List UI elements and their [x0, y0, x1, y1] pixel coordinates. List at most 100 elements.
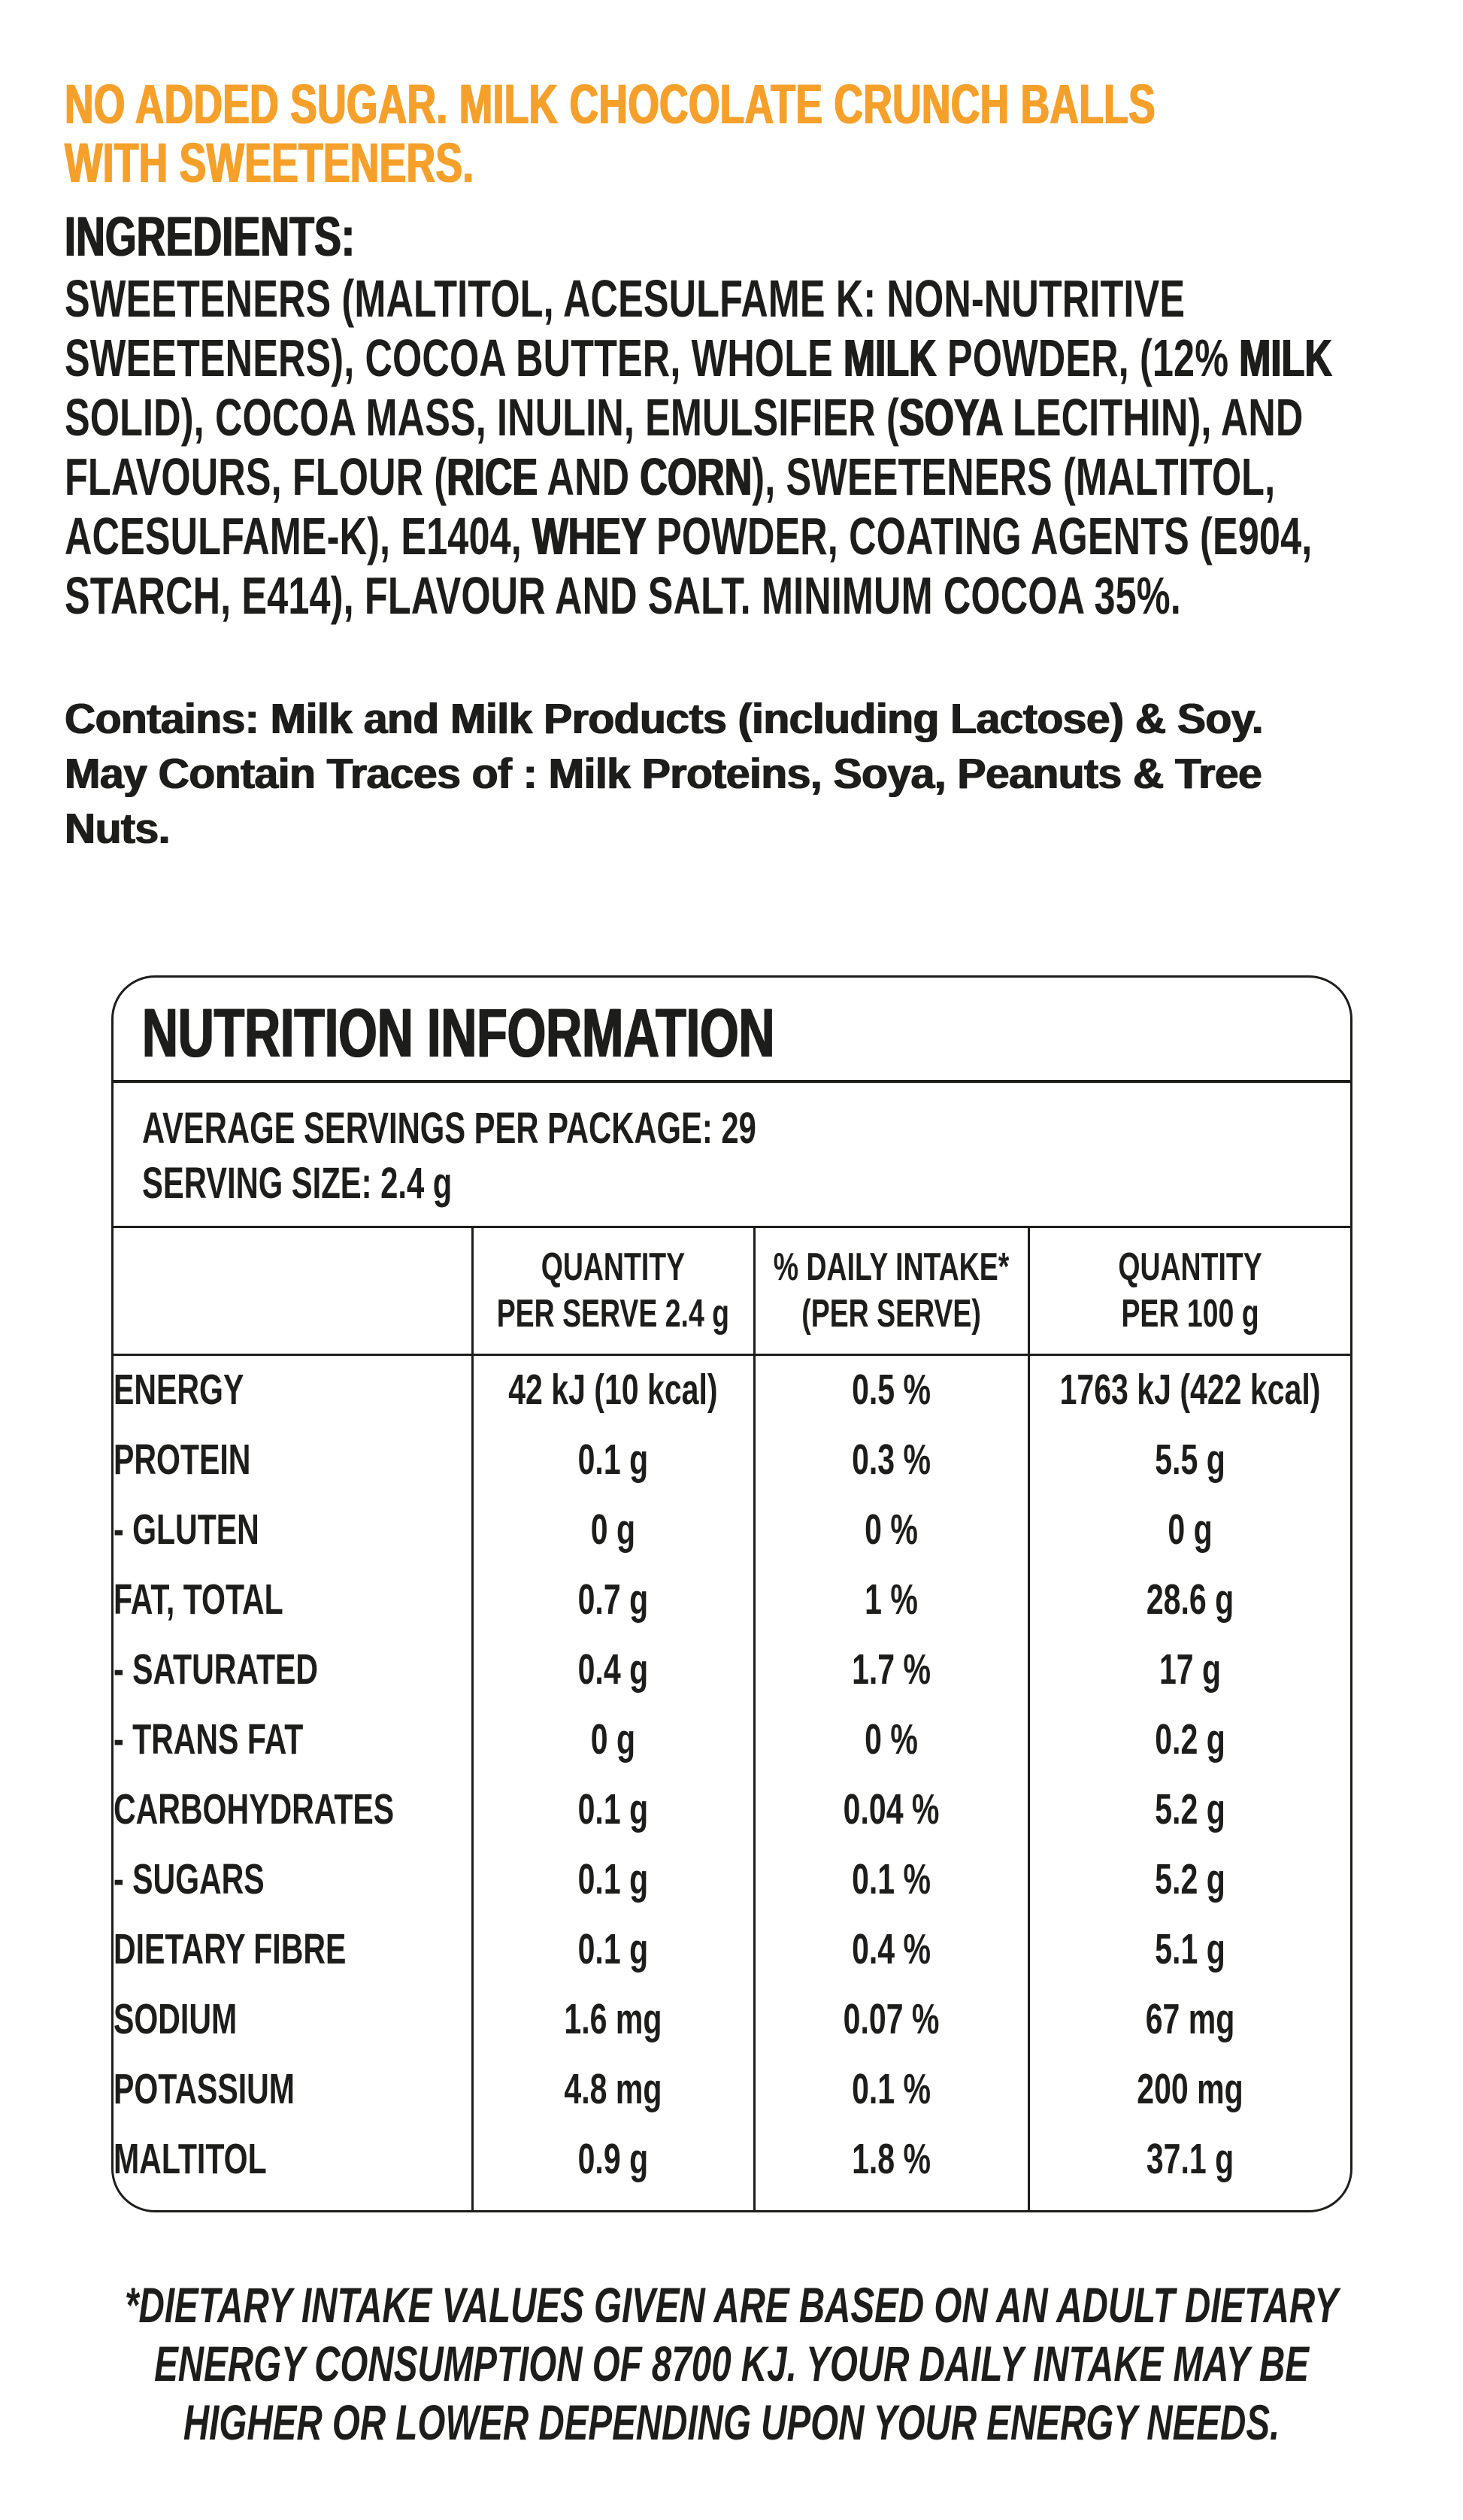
nutrient-per-100g: 200 mg	[1137, 2064, 1243, 2113]
nutrient-label: SODIUM	[114, 1994, 238, 2043]
nutrient-per-100g: 5.5 g	[1155, 1435, 1225, 1484]
nutrient-per-100g: 17 g	[1159, 1645, 1221, 1694]
nutrient-daily-intake: 0.5 %	[852, 1366, 931, 1415]
nutrient-per-serve: 0.1 g	[577, 1854, 649, 1903]
nutrient-label: CARBOHYDRATES	[114, 1785, 395, 1833]
nutrient-row-protein: PROTEIN 0.1 g 0.3 % 5.5 g	[114, 1424, 1350, 1494]
nutrient-row-sugars: - SUGARS 0.1 g 0.1 % 5.2 g	[114, 1844, 1350, 1914]
nutrient-per-100g: 28.6 g	[1146, 1575, 1234, 1624]
nutrient-daily-intake: 0 %	[865, 1715, 919, 1763]
column-header-quantity-per-serve: QUANTITY PER SERVE 2.4 g	[471, 1228, 755, 1356]
nutrient-per-serve: 42 kJ (10 kcal)	[508, 1366, 718, 1415]
nutrient-per-100g: 5.2 g	[1155, 1785, 1225, 1833]
column-header-empty	[114, 1228, 473, 1356]
ingredient-segment: SOLID), COCOA MASS, INULIN, EMULSIFIER (	[65, 388, 899, 447]
nutrient-daily-intake: 0.04 %	[843, 1785, 940, 1833]
nutrient-label: MALTITOL	[114, 2134, 267, 2183]
nutrient-label: - GLUTEN	[114, 1505, 259, 1554]
ingredient-segment: SWEETENERS (MALTITOL, ACESULFAME K: NON-…	[65, 269, 1186, 387]
nutrient-row-trans-fat: - TRANS FAT 0 g 0 % 0.2 g	[114, 1704, 1350, 1774]
nutrient-row-maltitol: MALTITOL 0.9 g 1.8 % 37.1 g	[114, 2124, 1350, 2210]
column-header-quantity-per-100g: QUANTITY PER 100 g	[1027, 1228, 1350, 1356]
nutrient-label: ENERGY	[114, 1366, 244, 1415]
nutrient-row-potassium: POTASSIUM 4.8 mg 0.1 % 200 mg	[114, 2054, 1350, 2124]
ingredients-text: SWEETENERS (MALTITOL, ACESULFAME K: NON-…	[65, 269, 1358, 626]
nutrient-per-100g: 67 mg	[1145, 1994, 1235, 2043]
nutrient-daily-intake: 1 %	[865, 1575, 919, 1624]
nutrient-label: - SUGARS	[114, 1854, 265, 1903]
nutrition-information-panel: NUTRITION INFORMATION AVERAGE SERVINGS P…	[111, 975, 1352, 2212]
allergen-word: MILK	[844, 329, 937, 387]
nutrient-per-100g: 1763 kJ (422 kcal)	[1059, 1366, 1321, 1415]
ingredients-title: INGREDIENTS:	[65, 205, 356, 268]
nutrient-row-dietary-fibre: DIETARY FIBRE 0.1 g 0.4 % 5.1 g	[114, 1914, 1350, 1984]
product-claim-heading: NO ADDED SUGAR. MILK CHOCOLATE CRUNCH BA…	[65, 75, 1398, 193]
nutrient-daily-intake: 0.3 %	[852, 1435, 931, 1484]
nutrient-per-serve: 0.1 g	[577, 1785, 649, 1833]
column-header-line: % DAILY INTAKE*	[773, 1245, 1010, 1290]
nutrient-row-sodium: SODIUM 1.6 mg 0.07 % 67 mg	[114, 1984, 1350, 2054]
nutrient-per-100g: 5.2 g	[1155, 1854, 1225, 1903]
servings-section: AVERAGE SERVINGS PER PACKAGE: 29 SERVING…	[114, 1083, 1350, 1228]
nutrient-per-serve: 0.1 g	[577, 1924, 649, 1973]
nutrient-per-serve: 0.1 g	[577, 1435, 649, 1484]
footnote-line: *DIETARY INTAKE VALUES GIVEN ARE BASED O…	[124, 2277, 1339, 2333]
nutrient-row-gluten: - GLUTEN 0 g 0 % 0 g	[114, 1494, 1350, 1564]
nutrient-per-serve: 0 g	[590, 1505, 636, 1554]
nutrient-label: - TRANS FAT	[114, 1715, 304, 1763]
nutrient-label: - SATURATED	[114, 1645, 319, 1694]
footnote-line: HIGHER OR LOWER DEPENDING UPON YOUR ENER…	[183, 2394, 1280, 2450]
allergen-statement: Contains: Milk and Milk Products (includ…	[65, 692, 1398, 857]
ingredient-segment: LECITHIN), AND FLAVOURS, FLOUR (	[65, 388, 1304, 506]
nutrient-per-serve: 0.9 g	[577, 2134, 649, 2183]
nutrient-daily-intake: 1.7 %	[852, 1645, 931, 1694]
servings-per-package: AVERAGE SERVINGS PER PACKAGE: 29	[142, 1104, 756, 1153]
allergen-line: Nuts.	[65, 805, 171, 853]
table-header-row: QUANTITY PER SERVE 2.4 g % DAILY INTAKE*…	[114, 1228, 1350, 1356]
allergen-word: MILK	[1239, 329, 1333, 387]
column-header-daily-intake: % DAILY INTAKE* (PER SERVE)	[753, 1228, 1029, 1356]
allergen-word: WHEY	[532, 507, 646, 566]
nutrient-per-serve: 0 g	[590, 1715, 636, 1763]
nutrient-per-100g: 0 g	[1168, 1505, 1213, 1554]
allergen-line: Contains: Milk and Milk Products (includ…	[65, 695, 1264, 743]
nutrient-label: POTASSIUM	[114, 2064, 295, 2113]
nutrient-daily-intake: 0 %	[865, 1505, 919, 1554]
nutrition-table: QUANTITY PER SERVE 2.4 g % DAILY INTAKE*…	[114, 1228, 1350, 2210]
nutrient-daily-intake: 0.1 %	[852, 1854, 931, 1903]
ingredient-segment: ), SWEETENERS (MALTITOL, ACESULFAME-K), …	[65, 447, 1276, 566]
nutrient-per-serve: 4.8 mg	[564, 2064, 662, 2113]
nutrient-label: FAT, TOTAL	[114, 1575, 283, 1624]
column-header-line: PER SERVE 2.4 g	[496, 1292, 730, 1336]
ingredient-segment: POWDER, COATING AGENTS (E904, STARCH, E4…	[65, 507, 1313, 625]
serving-size: SERVING SIZE: 2.4 g	[142, 1159, 453, 1208]
claim-line: WITH SWEETENERS.	[65, 132, 474, 194]
nutrient-daily-intake: 1.8 %	[852, 2134, 931, 2183]
panel-title-section: NUTRITION INFORMATION	[114, 978, 1350, 1083]
nutrient-row-energy: ENERGY 42 kJ (10 kcal) 0.5 % 1763 kJ (42…	[114, 1354, 1350, 1424]
nutrient-row-fat-total: FAT, TOTAL 0.7 g 1 % 28.6 g	[114, 1564, 1350, 1634]
dietary-intake-footnote: *DIETARY INTAKE VALUES GIVEN ARE BASED O…	[65, 2276, 1398, 2452]
nutrient-label: PROTEIN	[114, 1435, 251, 1484]
ingredient-segment: POWDER, (12%	[936, 329, 1240, 387]
nutrient-daily-intake: 0.1 %	[852, 2064, 931, 2113]
nutrient-daily-intake: 0.07 %	[843, 1994, 940, 2043]
nutrient-per-100g: 0.2 g	[1155, 1715, 1225, 1763]
nutrient-daily-intake: 0.4 %	[852, 1924, 931, 1973]
footnote-line: ENERGY CONSUMPTION OF 8700 KJ. YOUR DAIL…	[154, 2336, 1309, 2391]
nutrient-row-saturated: - SATURATED 0.4 g 1.7 % 17 g	[114, 1634, 1350, 1704]
nutrient-per-100g: 37.1 g	[1146, 2134, 1234, 2183]
nutrient-label: DIETARY FIBRE	[114, 1924, 347, 1973]
nutrient-per-100g: 5.1 g	[1155, 1924, 1225, 1973]
claim-line: NO ADDED SUGAR. MILK CHOCOLATE CRUNCH BA…	[65, 73, 1156, 135]
allergen-word: SOYA	[898, 388, 1002, 447]
allergen-word: RICE	[447, 447, 538, 506]
panel-title: NUTRITION INFORMATION	[142, 995, 775, 1072]
nutrient-row-carbohydrates: CARBOHYDRATES 0.1 g 0.04 % 5.2 g	[114, 1774, 1350, 1844]
ingredients-paragraph-wrap: SWEETENERS (MALTITOL, ACESULFAME K: NON-…	[65, 269, 1358, 626]
nutrient-per-serve: 0.7 g	[577, 1575, 649, 1624]
allergen-line: May Contain Traces of : Milk Proteins, S…	[65, 750, 1262, 798]
column-header-line: QUANTITY	[541, 1245, 686, 1290]
ingredients-section: INGREDIENTS: SWEETENERS (MALTITOL, ACESU…	[65, 205, 1398, 626]
